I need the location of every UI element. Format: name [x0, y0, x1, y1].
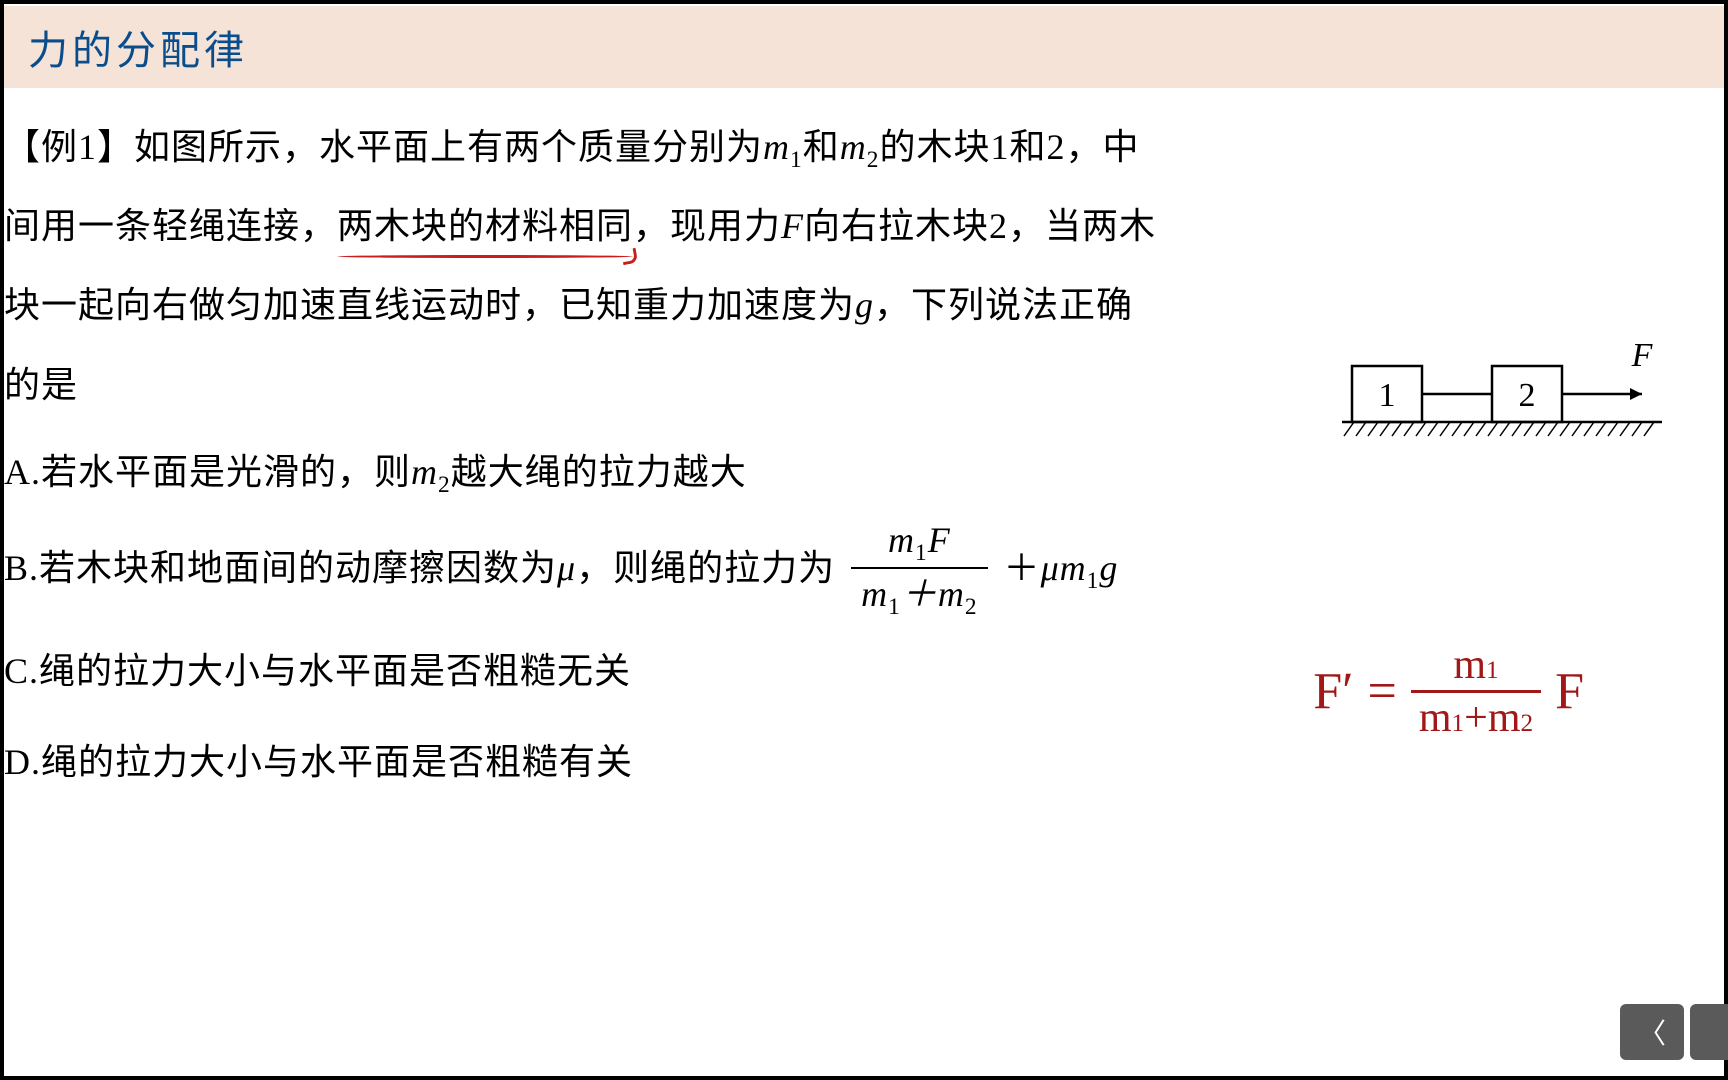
option-b: B.若木块和地面间的动摩擦因数为μ，则绳的拉力为 m1F m1＋m2 ＋μm1g — [4, 519, 1714, 624]
text: 和 — [803, 127, 840, 167]
option-prefix: A. — [4, 452, 41, 492]
text: 两木块的材料相同 — [337, 206, 633, 246]
option-prefix: C. — [4, 651, 39, 691]
hw-m: m — [1453, 642, 1486, 688]
problem-line-1: 【例1】如图所示，水平面上有两个质量分别为m1和m2的木块1和2，中 — [4, 108, 1714, 187]
var-F: F — [781, 206, 804, 246]
var-m: m — [1060, 548, 1087, 588]
var-m2: m — [840, 127, 867, 167]
problem-line-3: 块一起向右做匀加速直线运动时，已知重力加速度为g，下列说法正确 — [4, 266, 1714, 345]
var-g: g — [855, 285, 874, 325]
diagram-svg: 1 2 F — [1342, 336, 1682, 456]
text: 块一起向右做匀加速直线运动时，已知重力加速度为 — [4, 285, 855, 325]
hw-numerator: m1 — [1411, 644, 1541, 693]
text: 绳的拉力大小与水平面是否粗糙有关 — [41, 742, 633, 782]
plus: ＋ — [901, 574, 938, 614]
option-prefix: D. — [4, 742, 41, 782]
text: 若水平面是光滑的，则 — [41, 452, 411, 492]
ground-hatching — [1342, 422, 1654, 436]
red-underline-annotation — [337, 255, 633, 258]
underlined-phrase: 两木块的材料相同 — [337, 187, 633, 266]
hw-F: F — [1555, 662, 1584, 721]
denominator: m1＋m2 — [851, 569, 987, 624]
numerator: m1F — [851, 519, 987, 569]
hw-fraction: m1 m1+m2 — [1411, 644, 1541, 739]
text: 间用一条轻绳连接， — [4, 206, 337, 246]
block-1-label: 1 — [1379, 377, 1396, 414]
text: 绳的拉力大小与水平面是否粗糙无关 — [39, 651, 631, 691]
text: ，则绳的拉力为 — [576, 548, 835, 588]
text: 若木块和地面间的动摩擦因数为 — [39, 548, 557, 588]
problem-line-2: 间用一条轻绳连接，两木块的材料相同，现用力F向右拉木块2，当两木 — [4, 187, 1714, 266]
hw-m: m — [1488, 695, 1521, 741]
sub: 1 — [915, 540, 928, 566]
section-title: 力的分配律 — [28, 18, 1700, 76]
hw-lhs: F′ — [1313, 662, 1353, 721]
var-mu: μ — [1041, 548, 1060, 588]
var-m: m — [938, 574, 965, 614]
force-label: F — [1631, 337, 1654, 374]
text: ，现用力 — [633, 206, 781, 246]
section-title-band: 力的分配律 — [4, 6, 1724, 88]
sub: 1 — [888, 595, 901, 621]
var-mu: μ — [557, 548, 576, 588]
hw-plus: + — [1464, 695, 1488, 741]
text: 向右拉木块2，当两木 — [804, 206, 1156, 246]
fraction: m1F m1＋m2 — [851, 519, 987, 624]
hw-sub: 1 — [1486, 657, 1499, 684]
sub: 1 — [1087, 568, 1100, 594]
hw-sub: 1 — [1452, 710, 1465, 737]
var-g: g — [1099, 548, 1118, 588]
next-slide-button[interactable] — [1690, 1004, 1728, 1060]
sub-1: 1 — [790, 147, 803, 173]
example-label: 【例1】 — [4, 127, 134, 167]
hw-denominator: m1+m2 — [1411, 693, 1541, 739]
text: 如图所示，水平面上有两个质量分别为 — [134, 127, 763, 167]
text: 的木块1和2，中 — [879, 127, 1139, 167]
text: 的是 — [4, 365, 78, 405]
text: ，下列说法正确 — [874, 285, 1133, 325]
physics-diagram: 1 2 F — [1342, 336, 1682, 456]
block-2-label: 2 — [1519, 377, 1536, 414]
text: 越大绳的拉力越大 — [451, 452, 747, 492]
option-prefix: B. — [4, 548, 39, 588]
chevron-left-icon: 〈 — [1638, 1012, 1666, 1052]
var-m2: m — [411, 452, 438, 492]
var-F: F — [928, 520, 951, 560]
sub: 2 — [438, 472, 451, 498]
prev-slide-button[interactable]: 〈 — [1620, 1004, 1684, 1060]
var-m1: m — [763, 127, 790, 167]
sub: 2 — [965, 595, 978, 621]
hw-m: m — [1419, 695, 1452, 741]
hw-sub: 2 — [1520, 710, 1533, 737]
plus: ＋ — [1004, 548, 1041, 588]
handwritten-formula: F′ = m1 m1+m2 F — [1313, 644, 1584, 739]
sub-2: 2 — [867, 147, 880, 173]
var-m: m — [888, 520, 915, 560]
var-m: m — [861, 574, 888, 614]
hw-equals: = — [1368, 662, 1397, 721]
